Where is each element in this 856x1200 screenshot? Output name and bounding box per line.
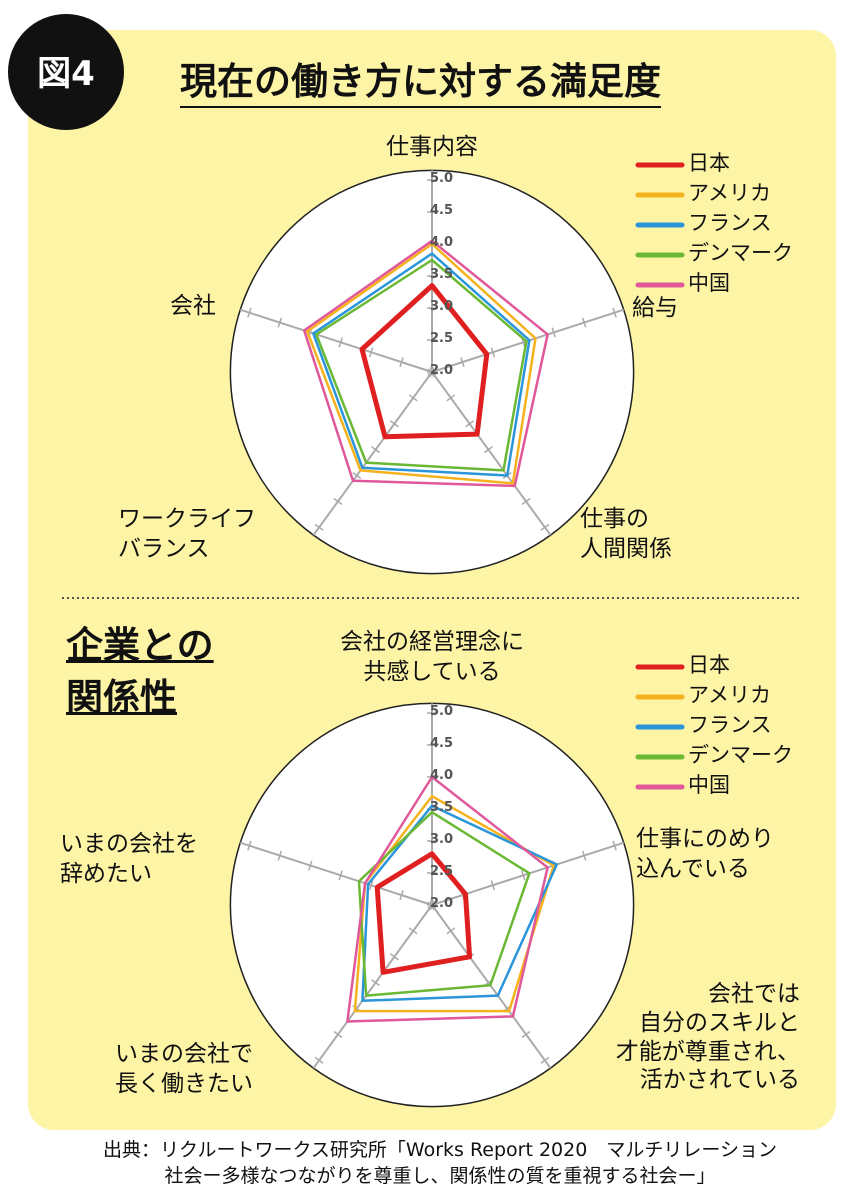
- legend-label: アメリカ: [688, 683, 771, 707]
- category-label: いまの会社を 辞めたい: [60, 831, 198, 887]
- chart-title: 現在の働き方に対する満足度: [180, 58, 661, 109]
- r-tick-label: 3.5: [430, 800, 454, 815]
- tick-mark: [338, 870, 343, 881]
- tick-mark: [490, 880, 496, 891]
- source: 出典：リクルートワークス研究所「Works Report 2020 マルチリレー…: [103, 1139, 777, 1187]
- legend-label: デンマーク: [688, 743, 793, 767]
- figure-label: 図4: [37, 54, 95, 94]
- category-label: 給与: [632, 295, 678, 321]
- spoke: [431, 371, 552, 536]
- r-tick-label: 5.0: [430, 171, 454, 186]
- category-label: 会社: [170, 293, 216, 319]
- r-tick-label: 2.5: [430, 864, 454, 879]
- series-line: [346, 775, 549, 1023]
- legend-label: アメリカ: [688, 181, 771, 205]
- r-tick-label: 4.0: [430, 768, 454, 783]
- r-tick-label: 2.0: [430, 896, 454, 911]
- series-line: [374, 851, 473, 975]
- tick-mark: [399, 357, 404, 368]
- tick-mark: [371, 979, 381, 987]
- tick-mark: [460, 357, 465, 368]
- tick-mark: [368, 880, 374, 891]
- series-line: [357, 810, 531, 997]
- panel: [28, 30, 836, 1130]
- tick-mark: [540, 523, 550, 531]
- spoke: [239, 841, 433, 906]
- legend-label: デンマーク: [688, 241, 793, 265]
- tick-mark: [429, 367, 435, 377]
- r-tick-label: 2.5: [430, 331, 454, 346]
- tick-mark: [408, 394, 418, 402]
- legend-label: フランス: [688, 713, 772, 737]
- tick-mark: [389, 953, 399, 961]
- tick-mark: [314, 1056, 324, 1064]
- tick-mark: [314, 523, 324, 531]
- tick-mark: [399, 890, 404, 901]
- tick-mark: [308, 860, 313, 871]
- tick-mark: [333, 1030, 343, 1038]
- series-line: [315, 258, 528, 472]
- tick-mark: [277, 850, 283, 861]
- legend-label: 中国: [688, 271, 730, 295]
- legend-label: 日本: [688, 653, 730, 677]
- r-tick-label: 3.0: [430, 299, 454, 314]
- category-label: 仕事にのめり 込んでいる: [636, 826, 774, 882]
- spoke: [312, 904, 433, 1069]
- tick-mark: [247, 840, 252, 851]
- r-tick-label: 4.0: [430, 235, 454, 250]
- badge: [8, 14, 124, 130]
- tick-mark: [581, 850, 587, 861]
- tick-mark: [446, 927, 456, 935]
- legend-label: フランス: [688, 211, 772, 235]
- r-tick-label: 3.5: [430, 267, 454, 282]
- tick-mark: [247, 307, 252, 318]
- spoke: [312, 371, 433, 536]
- spoke: [239, 308, 433, 373]
- tick-mark: [521, 870, 526, 881]
- series-line: [361, 804, 559, 1003]
- tick-mark: [612, 840, 617, 851]
- tick-mark: [521, 497, 531, 505]
- tick-mark: [521, 1030, 531, 1038]
- tick-mark: [389, 420, 399, 428]
- series-line: [359, 283, 490, 440]
- category-label: 会社では 自分のスキルと 才能が尊重され、 活かされている: [615, 981, 800, 1094]
- tick-mark: [581, 317, 587, 328]
- r-tick-label: 4.5: [430, 203, 454, 218]
- tick-mark: [540, 1056, 550, 1064]
- tick-mark: [277, 317, 283, 328]
- r-tick-label: 2.0: [430, 363, 454, 378]
- spoke: [431, 904, 552, 1069]
- spoke: [431, 308, 625, 373]
- series-line: [312, 252, 531, 477]
- r-tick-label: 4.5: [430, 736, 454, 751]
- tick-mark: [483, 446, 493, 454]
- series-line: [305, 242, 537, 485]
- tick-mark: [465, 420, 475, 428]
- category-label: 会社の経営理念に 共感している: [340, 629, 524, 685]
- tick-mark: [368, 347, 374, 358]
- tick-mark: [446, 394, 456, 402]
- legend-label: 日本: [688, 151, 730, 175]
- tick-mark: [612, 307, 617, 318]
- tick-mark: [429, 900, 435, 910]
- tick-mark: [371, 446, 381, 454]
- tick-mark: [352, 472, 362, 480]
- tick-mark: [333, 497, 343, 505]
- tick-mark: [490, 347, 496, 358]
- category-label: 仕事の 人間関係: [580, 506, 672, 562]
- legend-label: 中国: [688, 773, 730, 797]
- r-tick-label: 5.0: [430, 704, 454, 719]
- tick-mark: [551, 327, 556, 338]
- chart-title: 企業との 関係性: [66, 624, 214, 719]
- tick-mark: [408, 927, 418, 935]
- series-line: [302, 239, 549, 488]
- category-label: いまの会社で 長く働きたい: [115, 1041, 253, 1097]
- tick-mark: [338, 337, 343, 348]
- category-label: 仕事内容: [386, 134, 478, 160]
- r-tick-label: 3.0: [430, 832, 454, 847]
- category-label: ワークライフ バランス: [118, 506, 256, 562]
